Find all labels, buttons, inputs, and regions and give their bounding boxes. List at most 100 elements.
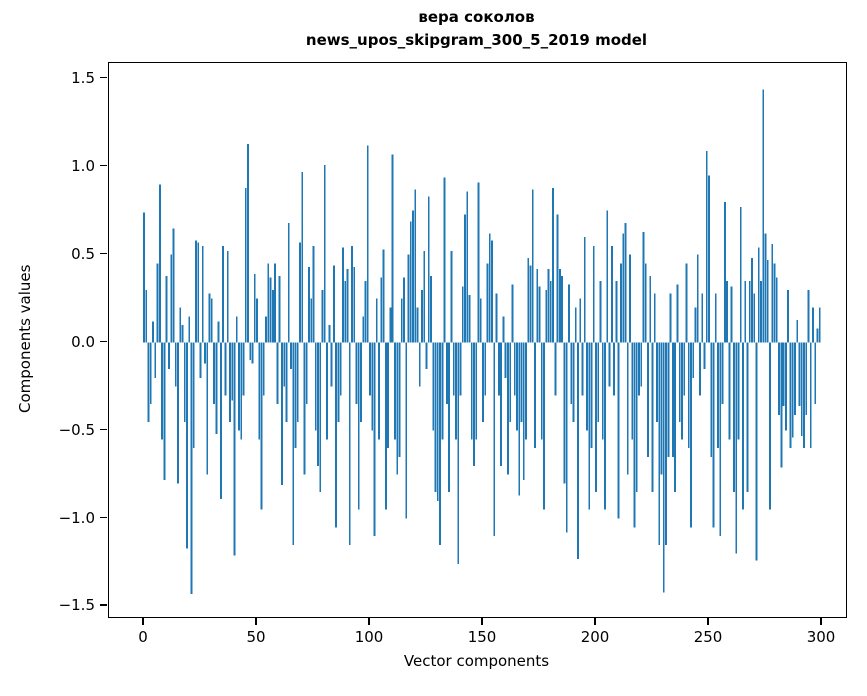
bar	[635, 342, 638, 493]
bar	[556, 214, 559, 343]
bar	[407, 254, 410, 343]
bar	[217, 321, 220, 343]
bar	[626, 342, 629, 475]
x-tick-mark	[594, 618, 596, 625]
bar	[748, 281, 751, 343]
y-tick-mark	[100, 76, 107, 79]
bar	[671, 342, 674, 457]
bar	[267, 263, 270, 343]
bar	[599, 281, 602, 343]
bar	[183, 342, 186, 422]
x-tick-mark	[481, 618, 483, 625]
bar	[441, 342, 444, 440]
bar	[529, 265, 532, 343]
bar	[488, 233, 491, 343]
bar	[201, 245, 204, 343]
bar	[299, 242, 301, 343]
bar	[403, 277, 405, 343]
bar-series	[143, 89, 821, 595]
bar	[308, 267, 310, 343]
y-tick-mark	[100, 428, 107, 431]
bar	[459, 342, 462, 396]
bar	[457, 342, 460, 565]
y-tick-label: −1.0	[58, 508, 95, 527]
bar	[527, 258, 530, 343]
bar	[384, 342, 387, 510]
y-tick-label: 0.0	[71, 332, 95, 351]
bar	[504, 342, 507, 378]
bar	[436, 342, 439, 501]
bar	[579, 298, 582, 343]
y-tick-mark	[100, 164, 107, 167]
bar	[624, 223, 627, 343]
bar	[294, 342, 297, 449]
bar	[265, 316, 267, 343]
bar	[174, 342, 177, 387]
bar	[796, 319, 799, 343]
bar	[192, 342, 195, 449]
bar	[197, 242, 200, 343]
bar	[520, 342, 523, 422]
bar	[167, 342, 170, 370]
y-tick-mark	[100, 604, 107, 606]
bar	[500, 342, 503, 466]
bar	[351, 245, 353, 343]
bar	[565, 342, 568, 533]
bar	[278, 275, 281, 343]
bar	[348, 342, 351, 545]
bar	[563, 342, 566, 484]
bar	[375, 298, 378, 343]
x-tick-label: 0	[138, 628, 148, 646]
bar	[258, 342, 261, 440]
bar	[507, 342, 509, 475]
bar	[416, 307, 419, 343]
bar	[423, 251, 426, 343]
bar	[244, 187, 247, 343]
bar	[678, 342, 681, 422]
bar	[656, 342, 658, 422]
bar	[728, 342, 731, 440]
bar	[283, 342, 286, 387]
bar	[362, 316, 365, 343]
bar	[380, 277, 383, 343]
bar	[525, 342, 527, 440]
bar	[229, 342, 231, 422]
bar	[794, 342, 796, 415]
bar	[149, 342, 152, 405]
bar	[538, 286, 541, 343]
x-tick-mark	[142, 618, 144, 625]
bar	[425, 342, 428, 370]
bar	[477, 182, 480, 343]
bar	[586, 342, 588, 431]
bar	[778, 342, 780, 415]
bar	[590, 342, 593, 449]
bar	[238, 342, 240, 431]
bar	[769, 342, 771, 510]
bar	[735, 342, 738, 554]
bar	[552, 187, 554, 343]
bar	[751, 258, 753, 343]
bar	[199, 342, 202, 378]
bar	[493, 342, 496, 537]
bar	[667, 342, 670, 457]
bar	[744, 281, 747, 343]
bar	[235, 316, 238, 343]
bar	[219, 342, 222, 500]
bar	[554, 342, 557, 396]
bar	[531, 189, 534, 343]
bar	[342, 247, 344, 343]
bar	[570, 342, 573, 405]
bar	[545, 289, 548, 343]
bar	[653, 293, 656, 343]
bar	[360, 342, 362, 422]
bar	[710, 342, 713, 457]
y-tick-mark	[100, 516, 107, 518]
bar	[683, 342, 686, 396]
bar	[475, 342, 478, 440]
y-tick-label: 0.5	[71, 244, 95, 263]
bar	[346, 268, 349, 343]
bar	[389, 307, 392, 343]
bar	[484, 342, 487, 396]
y-tick-mark	[100, 340, 107, 343]
